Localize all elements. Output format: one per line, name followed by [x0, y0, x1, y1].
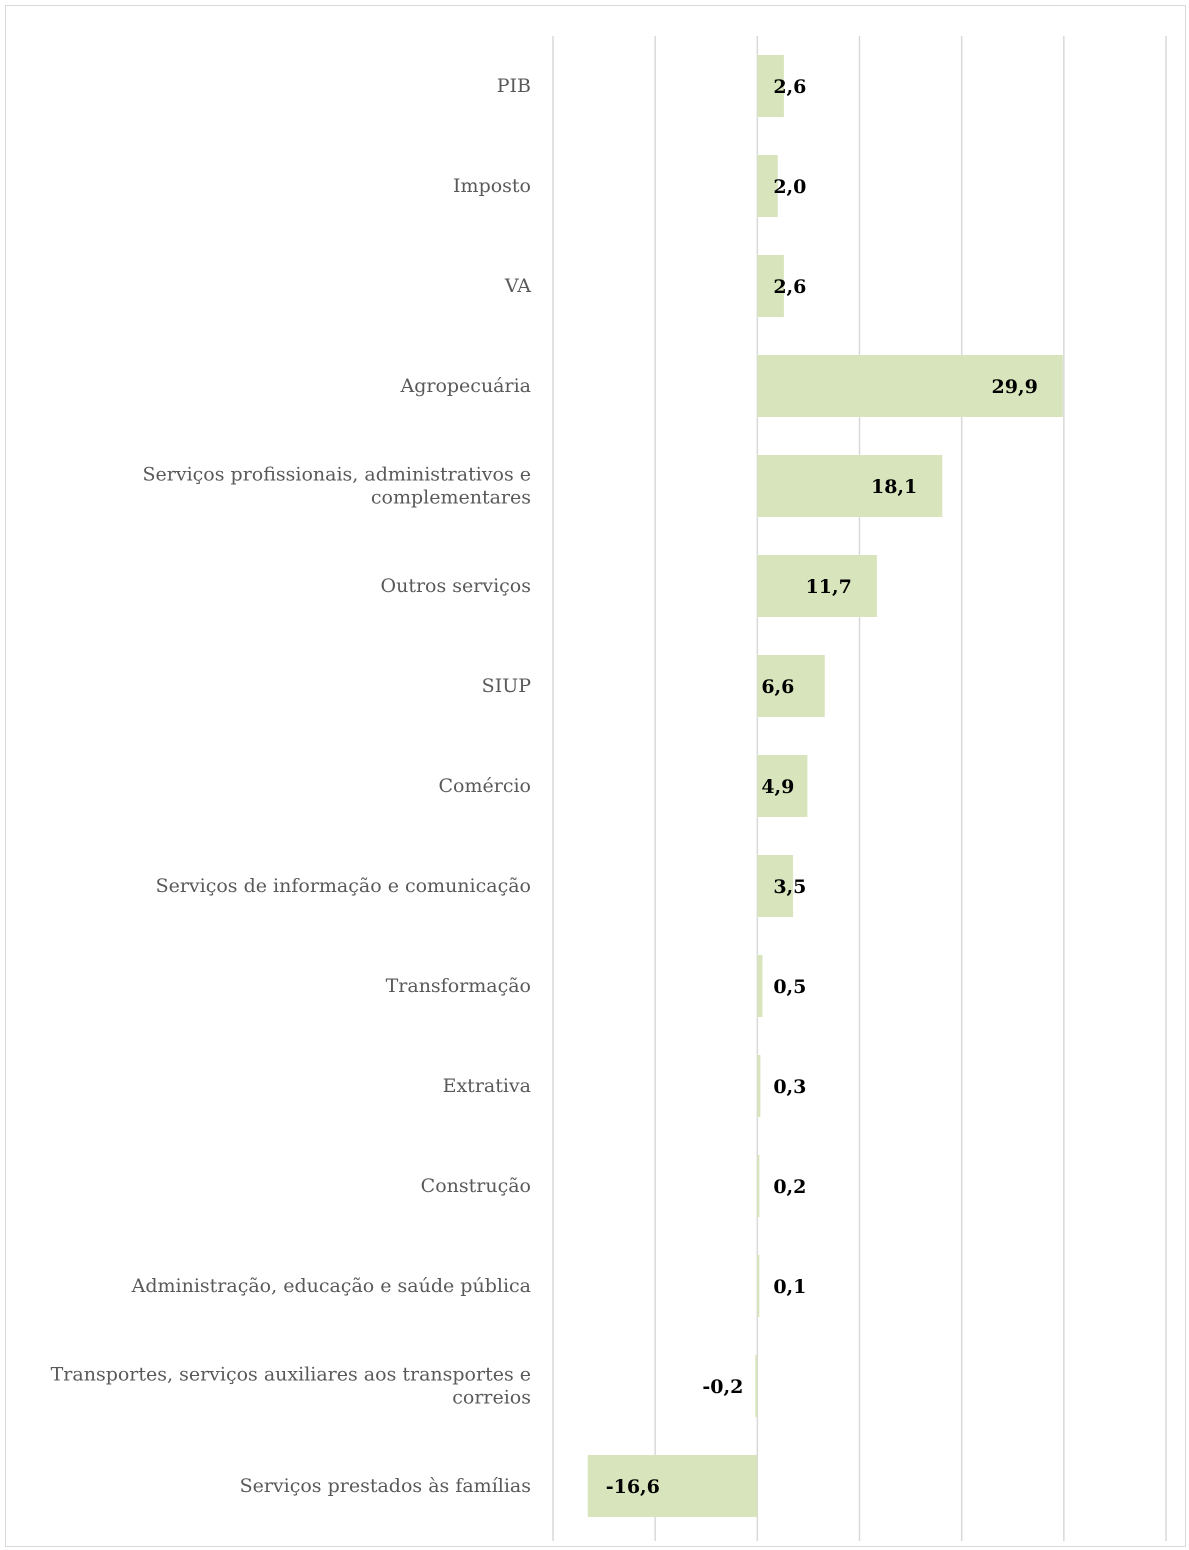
bar-13	[755, 1355, 758, 1417]
value-labels: 2,6 2,0 2,6 29,9 18,1 11,7 6,6 4,9 3,5 0,5 0,3 0,2 0…	[606, 76, 1038, 1498]
bar-chart: PIB Imposto VA Agropecuária Serviços profiss…	[51, 36, 1167, 1541]
value-label-3: 29,9	[992, 376, 1038, 398]
gridlines	[552, 36, 1167, 1541]
value-label-2: 2,6	[773, 276, 806, 298]
category-label-13: Transportes, serviços auxiliares aos tra…	[51, 1364, 531, 1409]
value-label-14: -16,6	[606, 1476, 660, 1498]
category-label-2: VA	[504, 275, 531, 297]
category-label-9: Transformação	[386, 975, 531, 997]
category-label-0: PIB	[497, 75, 531, 97]
bar-3	[757, 355, 1063, 417]
category-label-5: Outros serviços	[381, 575, 531, 597]
value-label-10: 0,3	[773, 1076, 806, 1098]
category-label-12: Administração, educação e saúde pública	[131, 1275, 531, 1297]
category-labels: PIB Imposto VA Agropecuária Serviços profiss…	[51, 75, 532, 1497]
value-label-5: 11,7	[806, 576, 852, 598]
value-label-0: 2,6	[773, 76, 806, 98]
value-label-6: 6,6	[761, 676, 794, 698]
value-label-8: 3,5	[773, 876, 806, 898]
bar-9	[757, 955, 763, 1017]
bar-8	[757, 855, 794, 917]
bar-1	[757, 155, 778, 217]
value-label-13: -0,2	[702, 1376, 743, 1398]
category-label-1: Imposto	[453, 175, 531, 197]
bar-14	[587, 1455, 758, 1517]
value-label-4: 18,1	[871, 476, 917, 498]
bar-12	[757, 1255, 760, 1317]
category-label-3: Agropecuária	[399, 375, 531, 397]
category-label-14: Serviços prestados às famílias	[240, 1475, 531, 1497]
value-label-1: 2,0	[773, 176, 806, 198]
bar-11	[757, 1155, 760, 1217]
category-label-4: Serviços profissionais, administrativos …	[143, 464, 531, 509]
value-label-7: 4,9	[761, 776, 794, 798]
bar-6	[757, 655, 825, 717]
value-label-11: 0,2	[773, 1176, 806, 1198]
bar-2	[757, 255, 784, 317]
bars	[587, 55, 1063, 1517]
value-label-12: 0,1	[773, 1276, 806, 1298]
category-label-11: Construção	[421, 1175, 531, 1197]
category-label-6: SIUP	[482, 675, 532, 697]
bar-7	[757, 755, 808, 817]
bar-0	[757, 55, 784, 117]
category-label-10: Extrativa	[443, 1075, 531, 1097]
category-label-8: Serviços de informação e comunicação	[156, 875, 531, 897]
bar-4	[757, 455, 943, 517]
bar-5	[757, 555, 877, 617]
value-label-9: 0,5	[773, 976, 806, 998]
category-label-7: Comércio	[439, 775, 531, 797]
bar-10	[757, 1055, 761, 1117]
chart-frame: PIB Imposto VA Agropecuária Serviços profiss…	[5, 5, 1186, 1547]
